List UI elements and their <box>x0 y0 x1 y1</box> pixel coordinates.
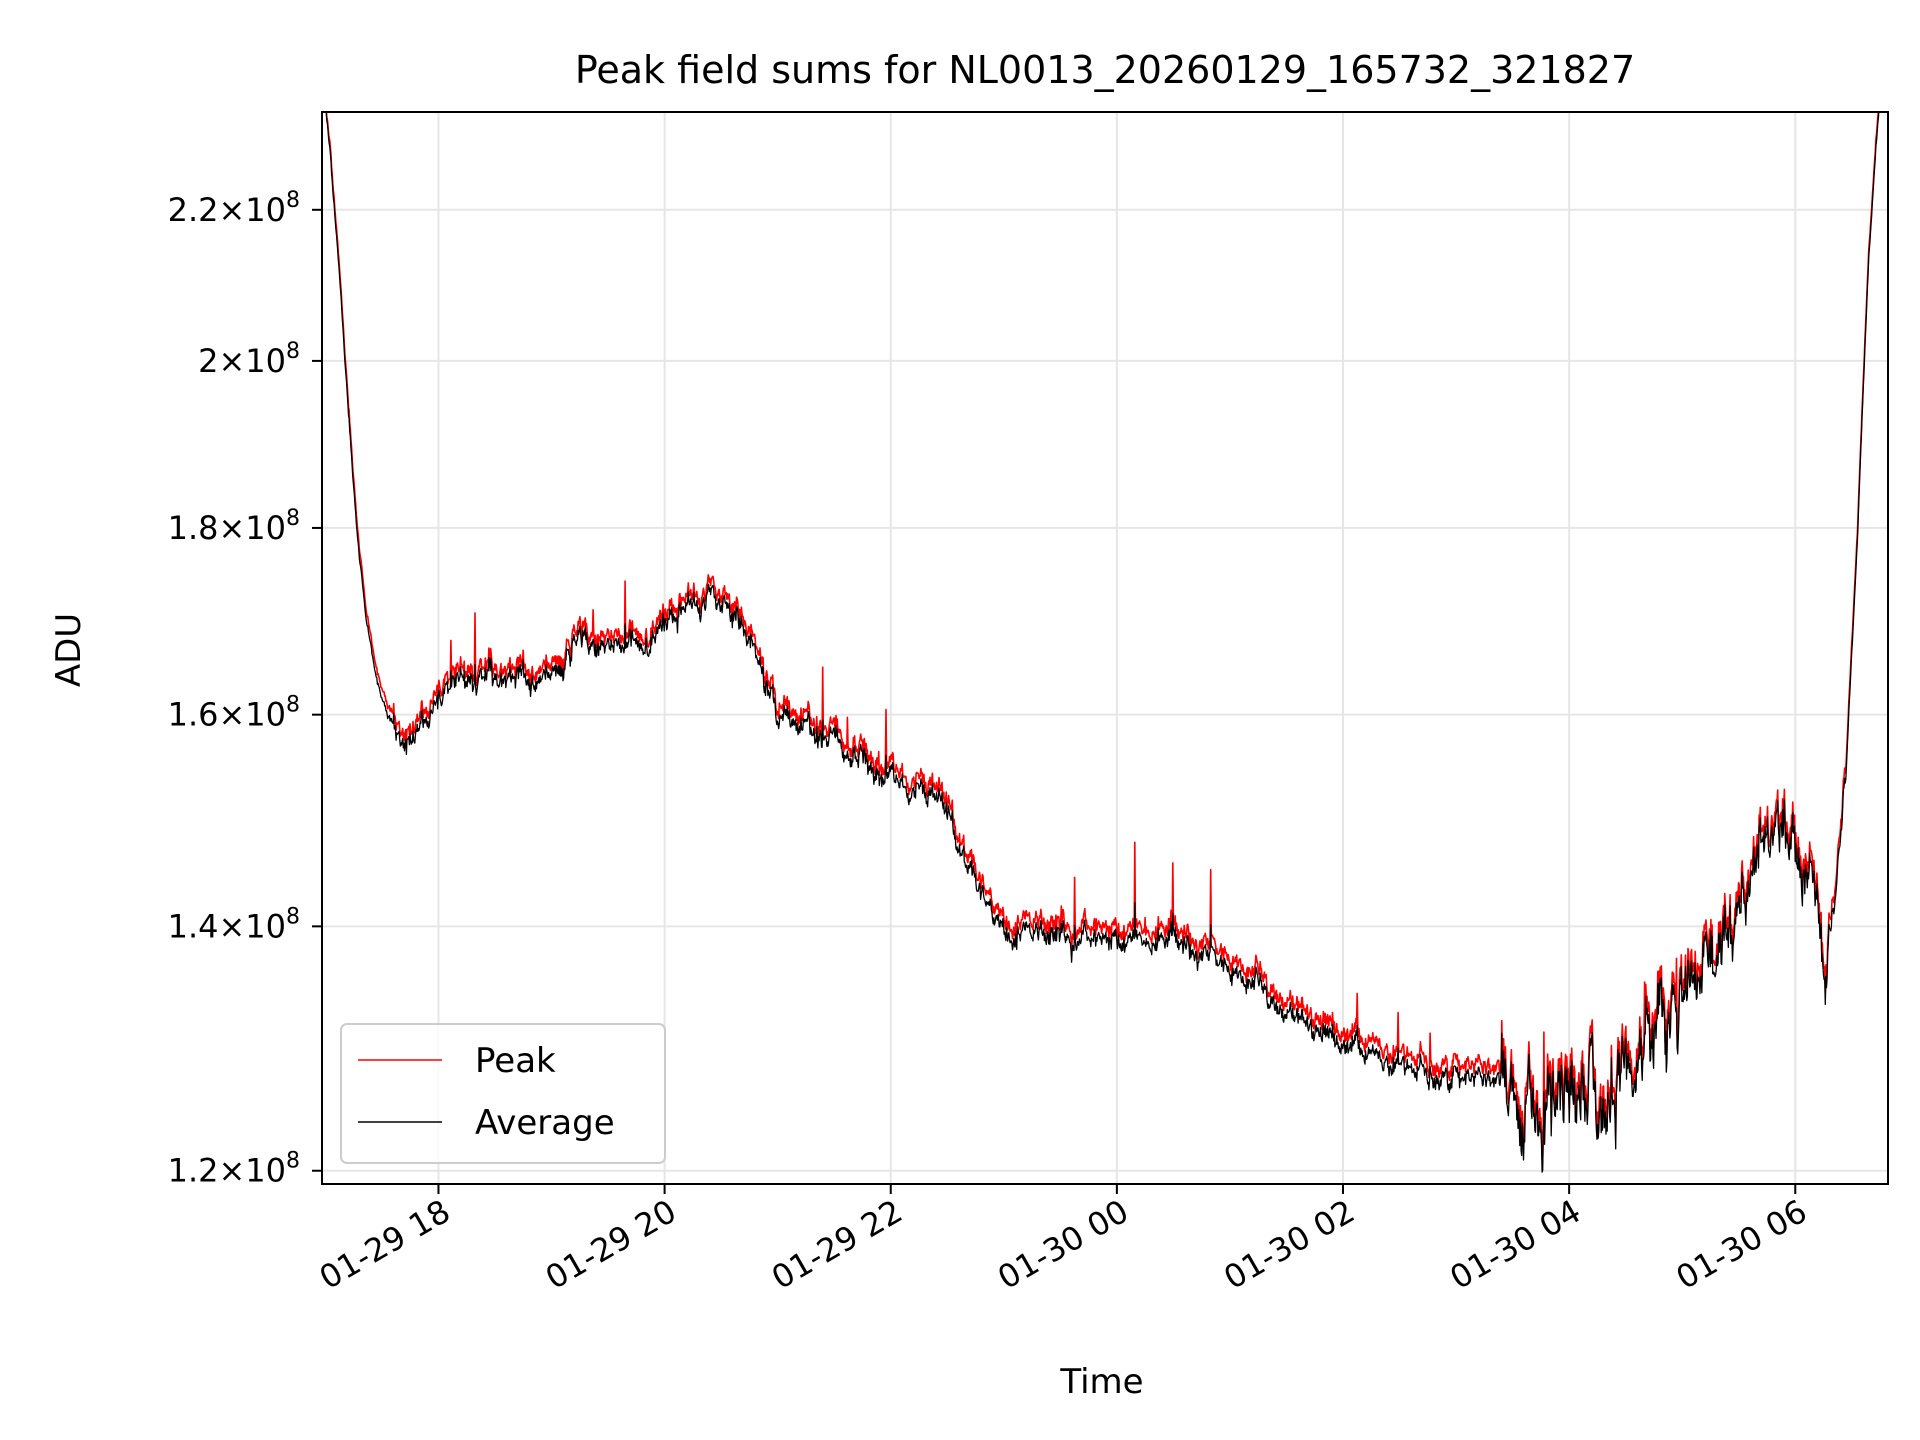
y-tick-exponent: 8 <box>286 339 300 364</box>
y-axis-label: ADU <box>49 613 89 687</box>
y-tick-mantissa: 1.8 <box>168 509 219 547</box>
legend-box <box>340 1023 666 1164</box>
x-axis-label: Time <box>1059 1362 1143 1402</box>
legend-label-average: Average <box>475 1103 615 1143</box>
y-tick-exponent: 8 <box>286 693 300 718</box>
series-line-peak <box>325 112 1880 1161</box>
series-line-average <box>325 112 1880 1173</box>
y-tick-label: 1.4×108 <box>168 904 300 945</box>
y-tick-mantissa: 1.6 <box>168 696 219 734</box>
y-tick-exponent: 8 <box>286 1149 300 1174</box>
legend: Peak Average <box>340 1023 666 1164</box>
y-tick-label: 1.8×108 <box>168 506 300 547</box>
plot-frame <box>321 111 1889 1185</box>
y-tick-label: 1.2×108 <box>168 1149 300 1190</box>
y-tick-mantissa: 1.4 <box>168 907 219 945</box>
y-tick-label: 2.2×108 <box>168 188 300 229</box>
y-tick-exponent: 8 <box>286 506 300 531</box>
series-lines <box>325 112 1880 1173</box>
legend-label-peak: Peak <box>475 1041 556 1081</box>
y-axis-ticks: 1.2×108 1.4×108 1.6×108 1.8×108 2×108 2.2×108 <box>168 188 322 1190</box>
y-tick-label: 2×108 <box>198 339 300 380</box>
y-tick-exponent: 8 <box>286 188 300 213</box>
chart-title: Peak field sums for NL0013_20260129_1657… <box>575 48 1635 92</box>
y-tick-label: 1.6×108 <box>168 693 300 734</box>
y-tick-mantissa: 2.2 <box>168 191 219 229</box>
y-tick-exponent: 8 <box>286 904 300 929</box>
y-tick-mantissa: 2 <box>198 342 218 380</box>
y-tick-mantissa: 1.2 <box>168 1152 219 1190</box>
